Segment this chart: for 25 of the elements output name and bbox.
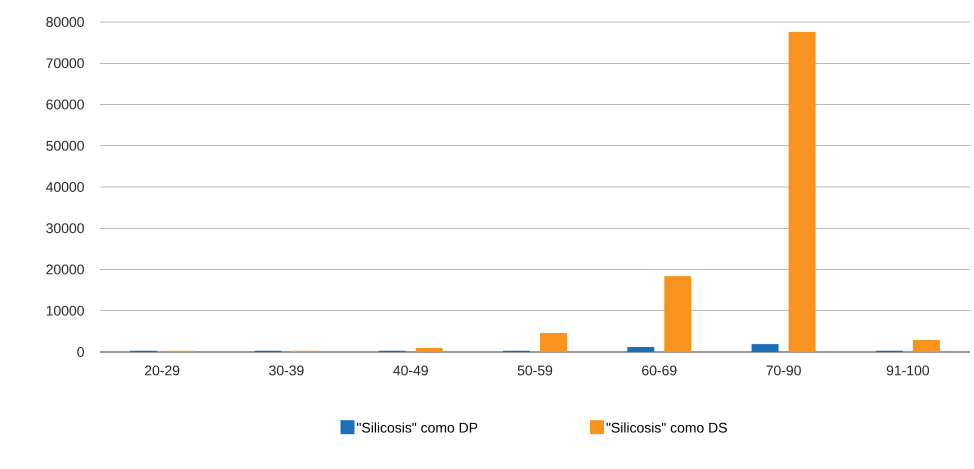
bar <box>540 333 568 352</box>
bar <box>912 340 940 352</box>
y-tick-label: 10000 <box>46 306 84 316</box>
y-tick-label: 0 <box>77 347 84 357</box>
y-tick-label: 80000 <box>46 17 84 27</box>
y-tick-label: 40000 <box>46 182 84 192</box>
bar <box>627 347 654 352</box>
y-tick-label: 30000 <box>46 223 84 234</box>
x-tick-label: 60-69 <box>642 366 676 376</box>
x-tick-label: 70-90 <box>766 366 801 376</box>
x-tick-label: 30-39 <box>269 366 304 376</box>
bar <box>664 276 692 352</box>
x-tick-label: 40-49 <box>393 366 428 376</box>
y-tick-label: 70000 <box>46 58 84 68</box>
bar <box>752 344 779 352</box>
bar <box>788 32 816 352</box>
bar <box>416 348 443 352</box>
legend-label: "Silicosis" como DP <box>357 422 478 433</box>
x-tick-label: 20-29 <box>145 366 180 376</box>
x-tick-label: 50-59 <box>518 366 552 376</box>
y-tick-label: 60000 <box>46 100 84 110</box>
x-tick-label: 91-100 <box>886 366 930 376</box>
y-tick-label: 50000 <box>46 140 84 151</box>
legend-label: "Silicosis" como DS <box>606 422 727 433</box>
y-tick-label: 20000 <box>46 264 84 274</box>
